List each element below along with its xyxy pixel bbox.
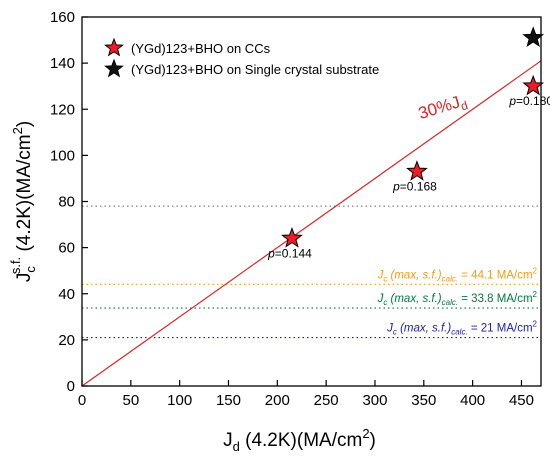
legend-label-0: (YGd)123+BHO on CCs [131, 41, 271, 56]
x-tick-label: 150 [216, 392, 241, 409]
legend: (YGd)123+BHO on CCs (YGd)123+BHO on Singl… [104, 37, 379, 78]
x-tick-label: 250 [314, 392, 339, 409]
reference-line-labels: Jc (max, s.f.)calc. = 44.1 MA/cm2 Jc (max… [377, 266, 538, 336]
x-tick-label: 200 [265, 392, 290, 409]
y-axis-label: Jcs.f. (4.2K)(MA/cm2) [8, 121, 38, 282]
x-tick-label: 50 [122, 392, 139, 409]
y-tick-label: 160 [50, 9, 75, 26]
data-point-s1-0 [522, 26, 545, 48]
y-tick-label: 100 [50, 147, 75, 164]
data-point-s0-0 [281, 226, 303, 248]
y-tick-label: 0 [67, 378, 75, 395]
x-tick-label: 450 [509, 392, 534, 409]
data-point-s0-2 [522, 74, 545, 96]
data-label-s0-2: p=0.180 [508, 94, 550, 108]
y-tick-label: 80 [58, 194, 75, 211]
data-point-s0-1 [406, 160, 428, 181]
x-tick-label: 0 [78, 392, 86, 409]
x-tick-label: 300 [362, 392, 387, 409]
data-points [281, 26, 545, 248]
y-tick-label: 120 [50, 101, 75, 118]
legend-marker-0 [104, 37, 124, 57]
y-tick-label: 60 [58, 240, 75, 257]
fit-line [81, 60, 542, 387]
y-tick-label: 140 [50, 55, 75, 72]
data-label-s0-1: p=0.168 [392, 180, 437, 194]
reference-line-label-1: Jc (max, s.f.)calc. = 44.1 MA/cm2 [377, 266, 538, 283]
data-labels: p=0.144 p=0.168 p=0.180 [267, 94, 550, 260]
reference-line-label-3: Jc (max, s.f.)calc. = 21 MA/cm2 [386, 320, 537, 337]
fit-line-label: 30%Jd [416, 90, 470, 125]
legend-label-1: (YGd)123+BHO on Single crystal substrate [131, 62, 379, 77]
x-axis-label: Jd (4.2K)(MA/cm2) [223, 426, 376, 454]
x-tick-label: 100 [167, 392, 192, 409]
data-label-s0-0: p=0.144 [267, 246, 312, 260]
reference-lines [82, 205, 541, 339]
axes: 0 50 100 150 200 250 300 350 400 450 0 20 40 60 80 100 1… [8, 9, 542, 454]
legend-marker-1 [104, 58, 124, 78]
y-tick-label: 20 [58, 332, 75, 349]
x-tick-label: 350 [411, 392, 436, 409]
reference-line-label-2: Jc (max, s.f.)calc. = 33.8 MA/cm2 [377, 290, 538, 307]
y-tick-label: 40 [58, 286, 75, 303]
x-tick-label: 400 [460, 392, 485, 409]
